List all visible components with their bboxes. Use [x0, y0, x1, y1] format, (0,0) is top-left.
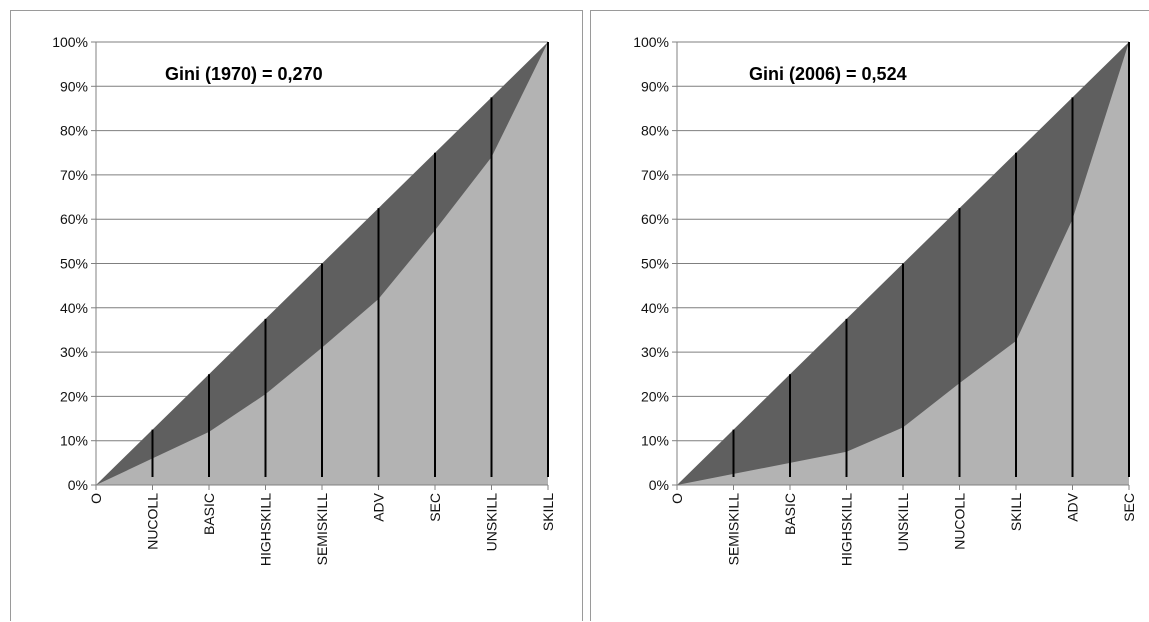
y-tick-label: 60% — [641, 211, 669, 227]
chart-panel-2006: 0% 10% 20% 30% 40% 50% 60% 70% 80% 90% 100% O SEMISK… — [590, 10, 1149, 621]
x-tick-label: NUCOLL — [145, 493, 161, 550]
y-tick-label: 0% — [649, 477, 669, 493]
x-tick-label: UNSKILL — [895, 493, 911, 552]
x-tick-label: SEC — [1121, 493, 1137, 522]
x-tick-label: SEC — [427, 493, 443, 522]
x-tick-label: BASIC — [201, 493, 217, 535]
y-tick-label: 60% — [60, 211, 88, 227]
gini-annotation: Gini (1970) = 0,270 — [165, 64, 323, 84]
y-tick-label: 30% — [641, 344, 669, 360]
x-tick-label: HIGHSKILL — [839, 493, 855, 566]
y-tick-label: 20% — [641, 388, 669, 404]
x-tick-label: SKILL — [1008, 493, 1024, 531]
y-tick-label: 40% — [60, 300, 88, 316]
x-tick-label: ADV — [371, 492, 387, 521]
y-tick-label: 100% — [633, 34, 669, 50]
y-tick-label: 50% — [60, 256, 88, 272]
y-tick-label: 40% — [641, 300, 669, 316]
chart-panel-1970: 0% 10% 20% 30% 40% 50% 60% 70% 80% 90% 100% O NUCOLL… — [10, 10, 583, 621]
y-tick-label: 20% — [60, 388, 88, 404]
x-tick-label: HIGHSKILL — [258, 493, 274, 566]
y-tick-label: 50% — [641, 256, 669, 272]
y-tick-label: 80% — [60, 123, 88, 139]
x-tick-label: UNSKILL — [484, 493, 500, 552]
lorenz-chart-2006: 0% 10% 20% 30% 40% 50% 60% 70% 80% 90% 100% O SEMISK… — [633, 34, 1137, 566]
gini-annotation: Gini (2006) = 0,524 — [749, 64, 907, 84]
y-tick-label: 10% — [641, 433, 669, 449]
x-tick-label: SEMISKILL — [314, 493, 330, 566]
y-tick-label: 10% — [60, 433, 88, 449]
y-tick-label: 100% — [52, 34, 88, 50]
y-tick-label: 0% — [68, 477, 88, 493]
y-tick-label: 90% — [641, 78, 669, 94]
y-tick-label: 70% — [60, 167, 88, 183]
x-tick-label: ADV — [1065, 492, 1081, 521]
y-tick-label: 30% — [60, 344, 88, 360]
x-tick-label: SKILL — [540, 493, 556, 531]
y-tick-label: 80% — [641, 123, 669, 139]
y-tick-label: 70% — [641, 167, 669, 183]
x-tick-label: NUCOLL — [952, 493, 968, 550]
x-tick-label: BASIC — [782, 493, 798, 535]
x-tick-label: SEMISKILL — [726, 493, 742, 566]
y-tick-label: 90% — [60, 78, 88, 94]
lorenz-chart-1970: 0% 10% 20% 30% 40% 50% 60% 70% 80% 90% 100% O NUCOLL… — [52, 34, 556, 566]
x-tick-label: O — [88, 493, 104, 504]
x-tick-label: O — [669, 493, 685, 504]
